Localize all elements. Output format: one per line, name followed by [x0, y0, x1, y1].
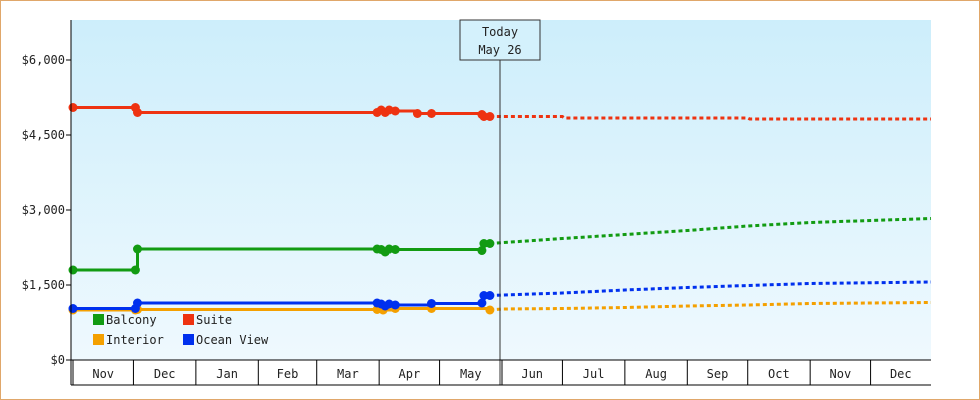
y-tick-label: $6,000	[22, 53, 65, 67]
today-label-line2: May 26	[478, 43, 521, 57]
x-tick-label: Nov	[92, 367, 114, 381]
data-point-balcony	[130, 265, 140, 275]
legend-swatch-suite	[183, 314, 194, 325]
x-tick-label: Sep	[707, 367, 729, 381]
legend-label-balcony: Balcony	[106, 313, 157, 327]
legend-swatch-balcony	[93, 314, 104, 325]
x-tick-label: Jun	[521, 367, 543, 381]
legend-label-ocean-view: Ocean View	[196, 333, 269, 347]
data-point-ocean-view	[485, 291, 495, 300]
x-tick-label: Dec	[154, 367, 176, 381]
data-point-suite	[412, 109, 422, 118]
series-forecast-balcony	[489, 217, 932, 245]
today-label-box: Today May 26	[459, 19, 541, 61]
x-tick-label: Feb	[277, 367, 299, 381]
x-tick-label: Nov	[830, 367, 852, 381]
data-point-balcony	[68, 265, 78, 275]
series-forecast-suite	[489, 115, 931, 121]
x-tick-label: Oct	[768, 367, 790, 381]
x-tick-label: Aug	[645, 367, 667, 381]
y-tick-label: $4,500	[22, 128, 65, 142]
y-tick-label: $1,500	[22, 278, 65, 292]
legend: Balcony Suite Interior Ocean View	[93, 313, 269, 347]
x-tick-label: Mar	[337, 367, 359, 381]
today-label-line1: Today	[482, 25, 518, 39]
legend-label-suite: Suite	[196, 313, 232, 327]
data-point-balcony	[485, 239, 495, 248]
data-point-interior	[485, 305, 495, 315]
legend-label-interior: Interior	[106, 333, 164, 347]
data-point-suite	[133, 108, 142, 117]
data-point-balcony	[477, 246, 487, 255]
data-point-ocean-view	[68, 304, 78, 313]
series-layer	[68, 103, 932, 315]
y-tick-label: $0	[51, 353, 65, 367]
series-forecast-interior	[489, 301, 932, 312]
series-forecast-ocean-view	[489, 280, 932, 297]
data-point-balcony	[390, 245, 400, 254]
legend-swatch-ocean-view	[183, 334, 194, 345]
x-tick-label: Jan	[216, 367, 238, 381]
x-tick-label: Jul	[583, 367, 605, 381]
data-point-balcony	[133, 244, 142, 254]
data-point-suite	[68, 103, 78, 112]
y-tick-label: $3,000	[22, 203, 65, 217]
axes: $0 $1,500 $3,000 $4,500 $6,000 Nov Dec Jan Feb Ma…	[22, 20, 931, 386]
x-tick-label: Apr	[399, 367, 421, 381]
data-point-suite	[390, 106, 400, 116]
x-tick-label: Dec	[890, 367, 912, 381]
data-point-ocean-view	[477, 298, 487, 308]
data-point-ocean-view	[427, 299, 436, 308]
x-tick-label: May	[460, 367, 482, 381]
data-point-ocean-view	[133, 298, 142, 308]
data-point-suite	[427, 109, 436, 118]
data-point-suite	[485, 112, 495, 121]
legend-swatch-interior	[93, 334, 104, 345]
data-point-ocean-view	[390, 300, 400, 310]
